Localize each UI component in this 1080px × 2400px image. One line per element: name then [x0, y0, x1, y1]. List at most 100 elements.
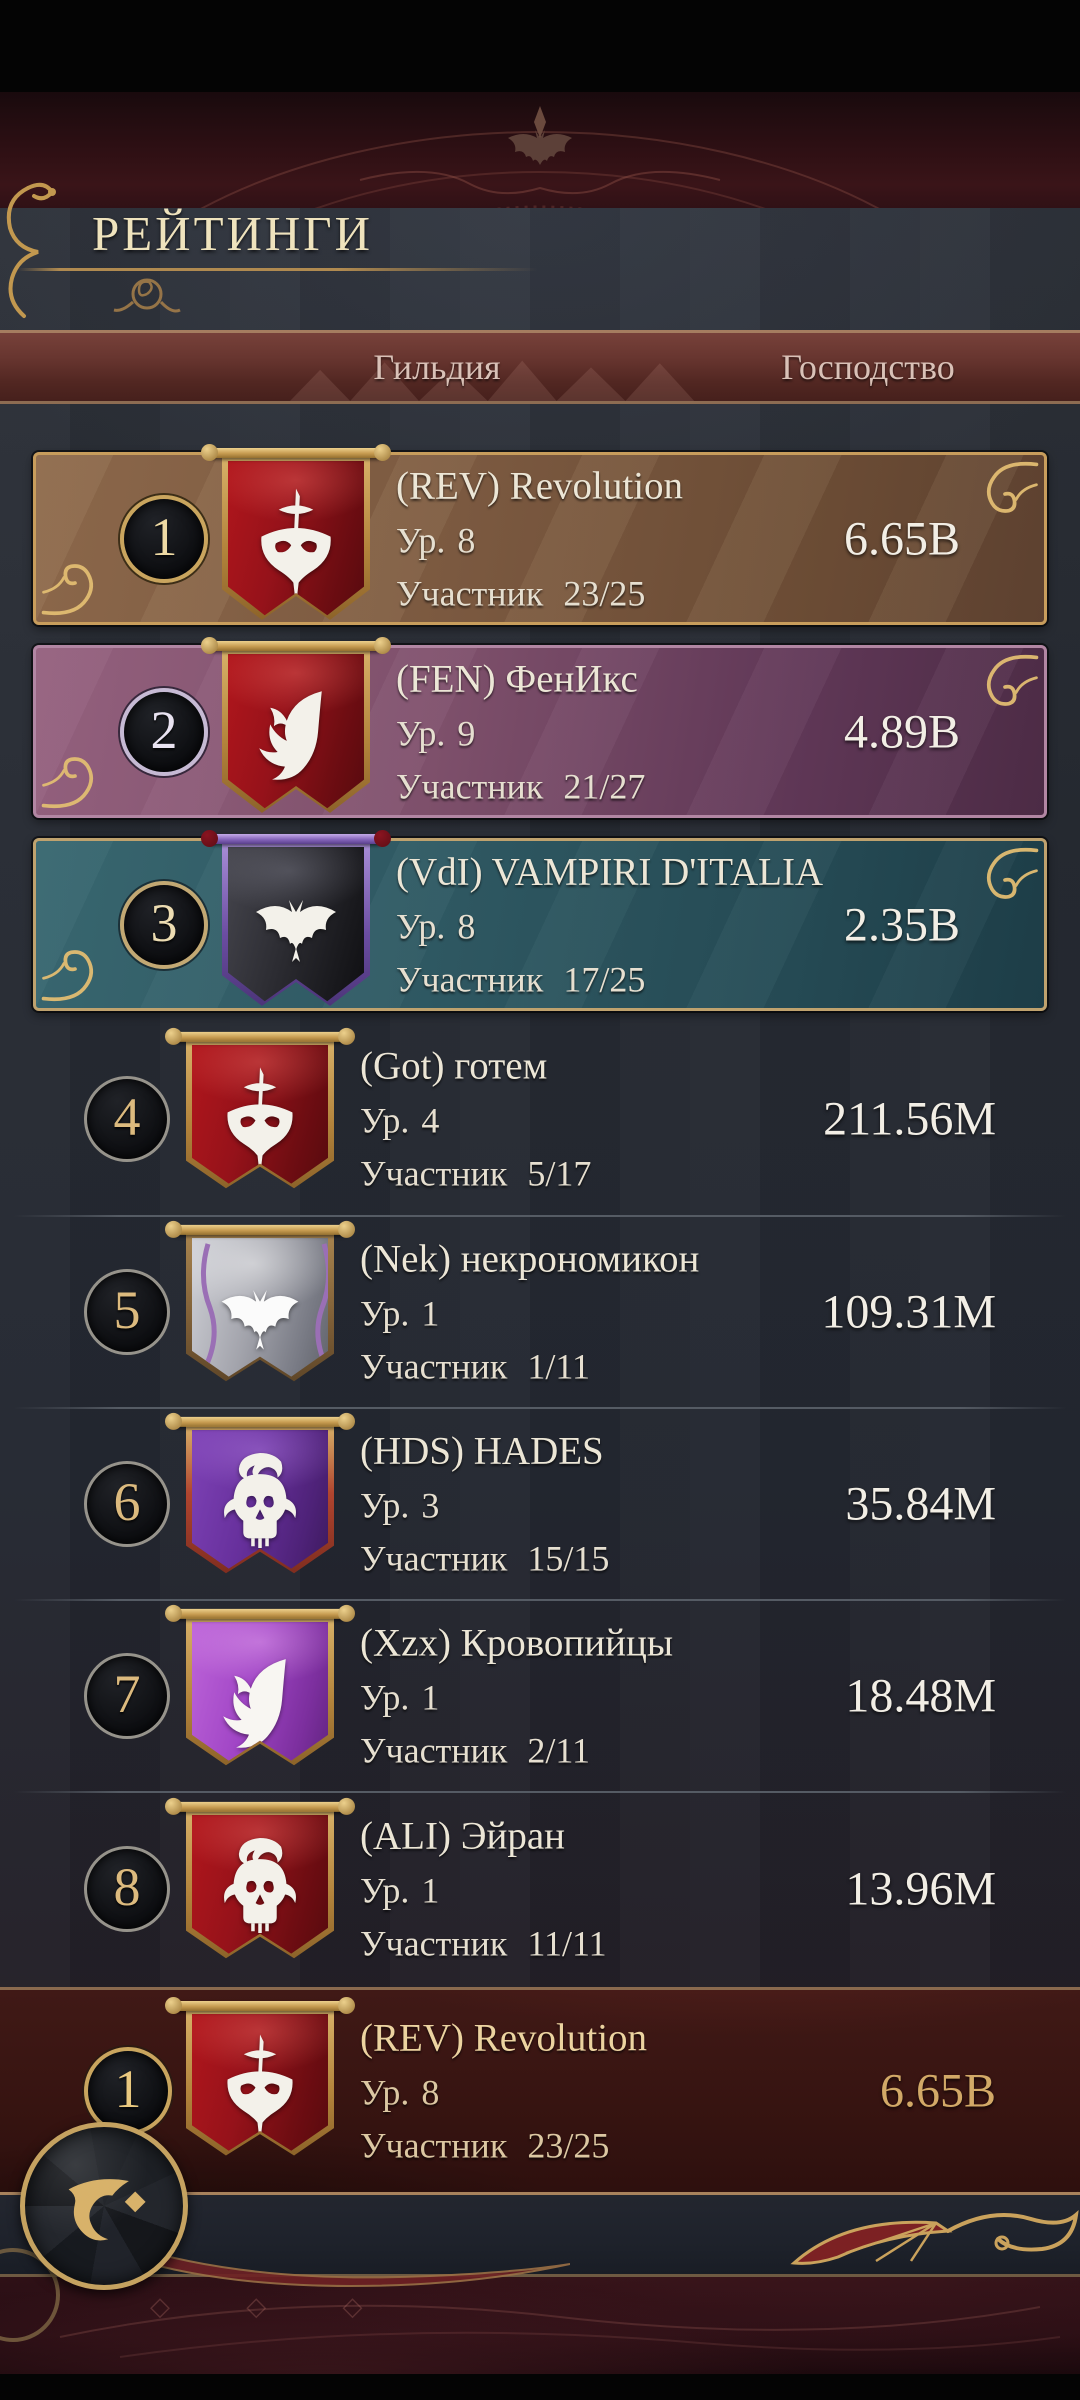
- row-divider: [14, 1791, 1066, 1793]
- banner-cloth: [192, 1814, 328, 1954]
- ranking-row[interactable]: 5 (Nek) некрономикон Ур. 1 Участник 1/11 1…: [0, 1217, 1080, 1407]
- ranking-row[interactable]: 1 (REV) Revolution Ур. 8 Участник 23/25 6.…: [33, 444, 1047, 625]
- rank-number: 4: [113, 1087, 141, 1147]
- banner-cloth: [228, 847, 364, 1002]
- guild-level: Ур. 1: [360, 1870, 607, 1912]
- level-value: 8: [457, 520, 476, 560]
- arc-ornament-icon: [200, 106, 880, 208]
- guild-banner: [165, 1997, 355, 2160]
- title-underline: [18, 268, 538, 271]
- rank-number: 7: [113, 1664, 141, 1724]
- guild-name: (FEN) ФенИкс: [396, 657, 638, 700]
- guild-level: Ур. 1: [360, 1293, 699, 1335]
- members-label: Участник: [396, 573, 544, 613]
- level-value: 4: [421, 1100, 440, 1141]
- diamond-ornament: ◇ ◇ ◇: [150, 2292, 397, 2322]
- guild-level: Ур. 8: [396, 519, 683, 561]
- level-value: 8: [421, 2072, 440, 2113]
- guild-score: 2.35B: [843, 898, 960, 951]
- rank-number: 8: [113, 1857, 141, 1917]
- guild-info: (Got) готем Ур. 4 Участник 5/17: [360, 1044, 591, 1195]
- back-rune-icon: [68, 2179, 146, 2241]
- gold-curl-icon: [986, 654, 1039, 706]
- ranking-row[interactable]: 6 (HDS) HADES Ур. 3 Участник 15/15 35.84M: [0, 1409, 1080, 1599]
- members-value: 21/27: [563, 766, 646, 806]
- members-label: Участник: [360, 1923, 508, 1964]
- phoenix-emblem-icon: [223, 1659, 286, 1748]
- gold-curl-icon: [41, 757, 94, 809]
- members-label: Участник: [360, 1730, 508, 1771]
- gold-curl-icon: [986, 847, 1039, 899]
- row-divider: [14, 1599, 1066, 1601]
- level-label: Ур.: [360, 1293, 410, 1334]
- guild-banner: [201, 830, 391, 1011]
- members-value: 15/15: [527, 1538, 610, 1579]
- level-label: Ур.: [396, 906, 446, 946]
- guild-banner: [165, 1027, 355, 1193]
- level-label: Ур.: [360, 2072, 410, 2113]
- guild-banner: [201, 637, 391, 818]
- ranking-row[interactable]: 8 (ALI) Эйран Ур. 1 Участник 11/11 13.96M: [0, 1793, 1080, 1985]
- guild-score: 6.65B: [843, 512, 960, 565]
- banner-pole: [165, 1604, 355, 1622]
- guild-members: Участник 1/11: [360, 1346, 699, 1388]
- guild-info: (REV) Revolution Ур. 8 Участник 23/25: [360, 2016, 647, 2167]
- top-ornament-band: [0, 92, 1080, 208]
- ranking-row[interactable]: 3 (VdI) VAMPIRI D'ITALIA Ур. 8 Участник 17…: [33, 830, 1047, 1011]
- guild-info: (HDS) HADES Ур. 3 Участник 15/15: [360, 1429, 609, 1580]
- guild-banner: [201, 444, 391, 625]
- ranking-row[interactable]: 4 (Got) готем Ур. 4 Участник 5/17 211.56M: [0, 1023, 1080, 1215]
- guild-name: (VdI) VAMPIRI D'ITALIA: [396, 850, 824, 893]
- guild-info: (REV) Revolution Ур. 8 Участник 23/25: [396, 463, 683, 614]
- gold-curl-icon: [41, 950, 94, 1002]
- members-value: 11/11: [527, 1923, 607, 1964]
- ranking-row[interactable]: 2 (FEN) ФенИкс Ур. 9 Участник 21/27 4.89B: [33, 637, 1047, 818]
- ranking-row[interactable]: 7 (Xzx) Кровопийцы Ур. 1 Участник 2/11 18.…: [0, 1601, 1080, 1791]
- guild-info: (VdI) VAMPIRI D'ITALIA Ур. 8 Участник 17/2…: [396, 849, 823, 1000]
- members-label: Участник: [360, 1153, 508, 1194]
- rank-number: 1: [150, 506, 178, 567]
- guild-level: Ур. 8: [396, 905, 823, 947]
- guild-members: Участник 17/25: [396, 958, 823, 1000]
- bottom-bezel: [0, 2374, 1080, 2400]
- bat-wing-flourish-icon: [790, 2210, 1079, 2265]
- level-label: Ур.: [396, 520, 446, 560]
- ribbon-ornament-icon: [200, 1243, 328, 1367]
- guild-level: Ур. 9: [396, 712, 645, 754]
- row-divider: [14, 1215, 1066, 1217]
- members-value: 23/25: [527, 2125, 610, 2166]
- mask-sword-emblem-icon: [261, 488, 331, 606]
- guild-level: Ур. 8: [360, 2072, 647, 2114]
- tab-dominance[interactable]: Господство: [781, 347, 955, 387]
- level-value: 8: [457, 906, 476, 946]
- banner-pole: [201, 830, 391, 847]
- guild-score: 109.31M: [821, 1285, 996, 1339]
- mask-sword-emblem-icon: [227, 1067, 293, 1178]
- level-value: 3: [421, 1485, 440, 1526]
- back-button[interactable]: [20, 2122, 188, 2290]
- guild-members: Участник 5/17: [360, 1153, 591, 1195]
- rank-number: 1: [114, 2059, 142, 2119]
- guild-score: 6.65B: [879, 2064, 996, 2118]
- ranking-tab-bar: Гильдия Господство: [0, 330, 1080, 404]
- guild-members: Участник 23/25: [396, 572, 683, 614]
- guild-banner: [165, 1797, 355, 1963]
- bottom-ornament-band: [0, 2277, 1080, 2374]
- guild-info: (FEN) ФенИкс Ур. 9 Участник 21/27: [396, 656, 645, 807]
- members-label: Участник: [396, 959, 544, 999]
- guild-members: Участник 23/25: [360, 2125, 647, 2167]
- guild-info: (Nek) некрономикон Ур. 1 Участник 1/11: [360, 1237, 699, 1388]
- banner-pole: [165, 1997, 355, 2014]
- members-value: 17/25: [563, 959, 646, 999]
- skull-snake-emblem-icon: [224, 1838, 296, 1934]
- banner-cloth: [192, 1237, 328, 1377]
- members-value: 2/11: [527, 1730, 590, 1771]
- level-label: Ур.: [360, 1677, 410, 1718]
- page-title: РЕЙТИНГИ: [92, 206, 373, 261]
- player-guild-row[interactable]: 1 (REV) Revolution Ур. 8 Участник 23/25 6.…: [0, 1987, 1080, 2192]
- tab-guild[interactable]: Гильдия: [373, 347, 501, 387]
- guild-score: 35.84M: [845, 1477, 996, 1531]
- rank-badge: 3: [120, 880, 208, 969]
- rank-badge: 7: [84, 1653, 170, 1739]
